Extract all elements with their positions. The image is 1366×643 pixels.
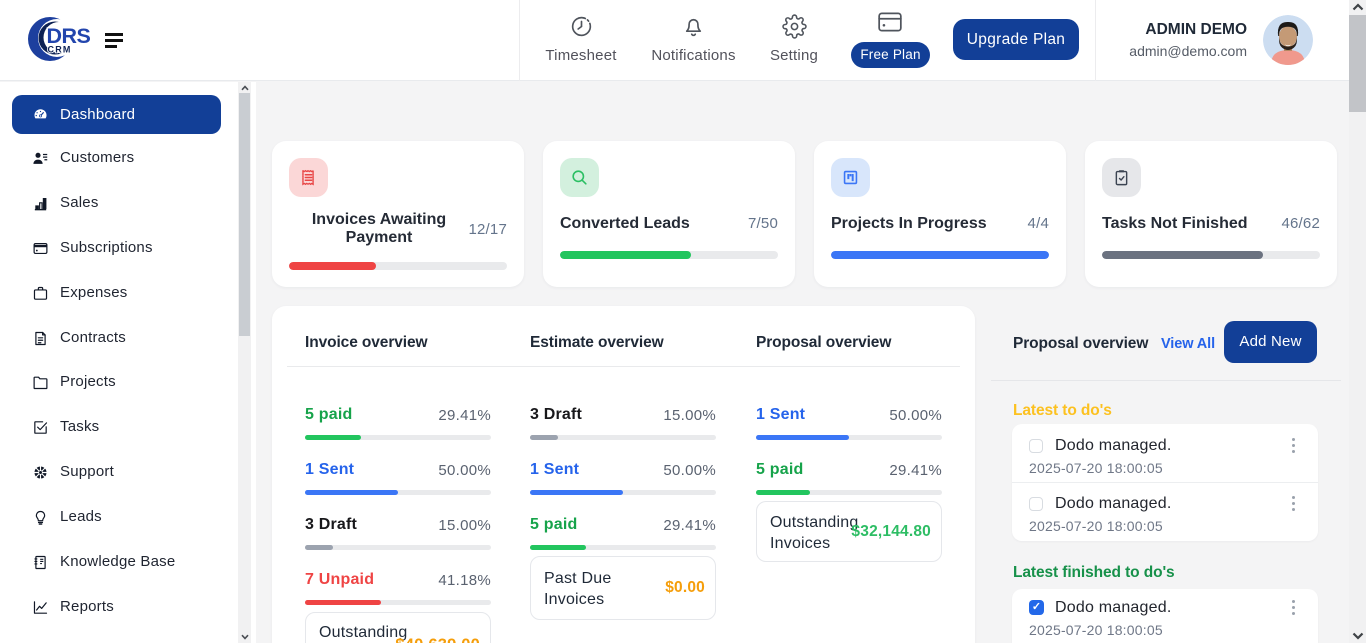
svg-text:DRS: DRS <box>47 24 91 48</box>
svg-text:CRM: CRM <box>48 45 72 55</box>
